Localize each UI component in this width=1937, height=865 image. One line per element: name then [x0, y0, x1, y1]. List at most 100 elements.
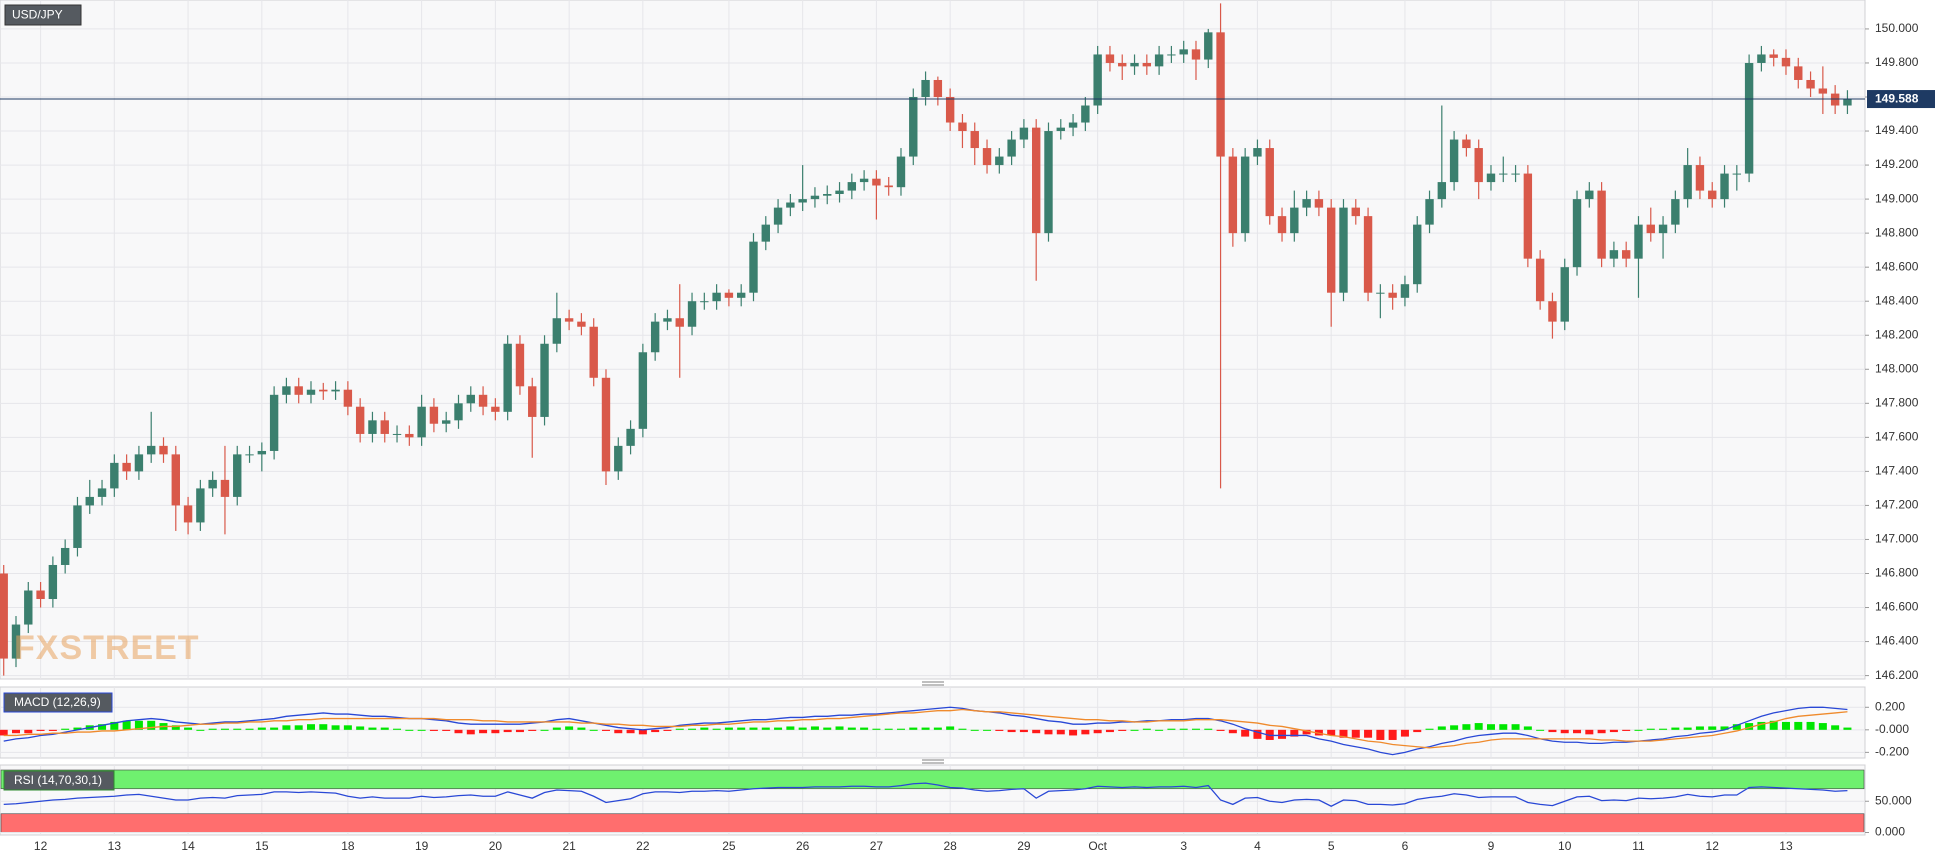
histogram-bar	[565, 726, 574, 730]
histogram-bar	[1216, 729, 1225, 731]
title-box	[4, 4, 82, 26]
candle-body	[294, 386, 303, 395]
histogram-bar	[503, 729, 512, 733]
x-tick-label: 22	[636, 839, 650, 853]
candle-body	[749, 241, 758, 293]
histogram-bar	[1622, 729, 1631, 731]
x-tick-label: 18	[341, 839, 355, 853]
candle-body	[306, 389, 316, 395]
candle-body	[1621, 250, 1631, 259]
candle-body	[1007, 139, 1016, 157]
candle-body	[1105, 54, 1115, 63]
histogram-bar	[1191, 728, 1200, 730]
y-tick-label: 149.800	[1875, 55, 1919, 69]
histogram-bar	[73, 727, 82, 730]
histogram-bar	[405, 729, 414, 731]
histogram-bar	[184, 727, 193, 730]
candle-body	[712, 292, 721, 302]
candle-body	[257, 450, 267, 455]
histogram-bar	[1167, 728, 1176, 730]
candle-body	[958, 122, 967, 132]
candle-body	[429, 406, 439, 424]
histogram-bar	[1573, 729, 1582, 734]
histogram-bar	[835, 726, 844, 730]
histogram-bar	[24, 729, 33, 734]
y-tick-label: 146.600	[1875, 600, 1919, 614]
histogram-bar	[1708, 726, 1717, 730]
y-tick-label: 146.200	[1875, 668, 1919, 682]
histogram-bar	[1818, 723, 1827, 730]
candle-body	[1437, 182, 1447, 200]
candle-body	[1191, 49, 1201, 60]
candle-body	[1339, 207, 1348, 293]
candle-body	[761, 224, 770, 242]
histogram-bar	[1757, 721, 1766, 730]
histogram-bar	[1413, 729, 1422, 733]
candle-body	[1179, 49, 1188, 55]
y-tick-label: -0.000	[1875, 722, 1909, 736]
candle-body	[995, 156, 1004, 166]
histogram-bar	[48, 729, 57, 731]
histogram-bar	[1769, 720, 1778, 730]
candle-body	[1486, 173, 1496, 183]
indicator-line	[3, 708, 1848, 749]
candle-body	[909, 97, 918, 157]
histogram-bar	[1683, 727, 1692, 730]
histogram-bar	[1843, 727, 1852, 730]
candle-body	[319, 389, 328, 392]
histogram-bar	[1155, 729, 1164, 731]
histogram-bar	[1437, 726, 1446, 730]
candle-body	[1462, 139, 1471, 149]
y-tick-label: 149.200	[1875, 157, 1919, 171]
candle-body	[1228, 156, 1238, 234]
x-tick-label: 12	[1706, 839, 1720, 853]
candle-body	[1154, 54, 1164, 67]
histogram-bar	[896, 728, 905, 730]
price-panel	[0, 0, 1866, 680]
candle-body	[700, 301, 709, 303]
y-tick-label: 50.000	[1875, 793, 1912, 807]
candle-body	[1204, 32, 1213, 60]
histogram-bar	[1560, 729, 1569, 734]
candle-body	[331, 389, 340, 392]
candle-body	[1658, 224, 1668, 234]
candle-body	[196, 488, 205, 523]
histogram-bar	[479, 729, 488, 734]
histogram-bar	[36, 729, 45, 731]
candle-body	[147, 445, 156, 455]
histogram-bar	[1609, 729, 1618, 733]
candle-body	[970, 131, 979, 149]
candle-body	[491, 406, 500, 412]
candle-body	[282, 386, 291, 395]
candle-body	[982, 148, 992, 166]
histogram-bar	[884, 728, 893, 730]
histogram-bar	[1499, 724, 1508, 730]
x-tick-label: 3	[1180, 839, 1187, 853]
histogram-bar	[786, 726, 795, 730]
last-price-box	[1867, 90, 1935, 109]
histogram-bar	[614, 729, 623, 734]
candle-body	[638, 352, 648, 429]
x-tick-label: 9	[1488, 839, 1495, 853]
candle-body	[73, 505, 82, 548]
watermark: FXSTREET	[14, 629, 200, 667]
histogram-bar	[1032, 729, 1041, 734]
indicator-line	[3, 782, 1848, 807]
candle-body	[1597, 190, 1606, 259]
histogram-bar	[1105, 729, 1114, 733]
histogram-bar	[700, 727, 709, 730]
histogram-bar	[1548, 729, 1557, 733]
candle-body	[528, 386, 537, 417]
histogram-bar	[1511, 724, 1520, 730]
histogram-bar	[921, 727, 930, 730]
histogram-bar	[1351, 729, 1360, 738]
histogram-bar	[1794, 721, 1803, 730]
candle-body	[1769, 54, 1778, 58]
candle-body	[1167, 54, 1176, 56]
histogram-bar	[675, 728, 684, 730]
histogram-bar	[417, 729, 426, 731]
histogram-bar	[368, 727, 377, 730]
histogram-bar	[1646, 728, 1655, 730]
candle-body	[1671, 199, 1680, 225]
